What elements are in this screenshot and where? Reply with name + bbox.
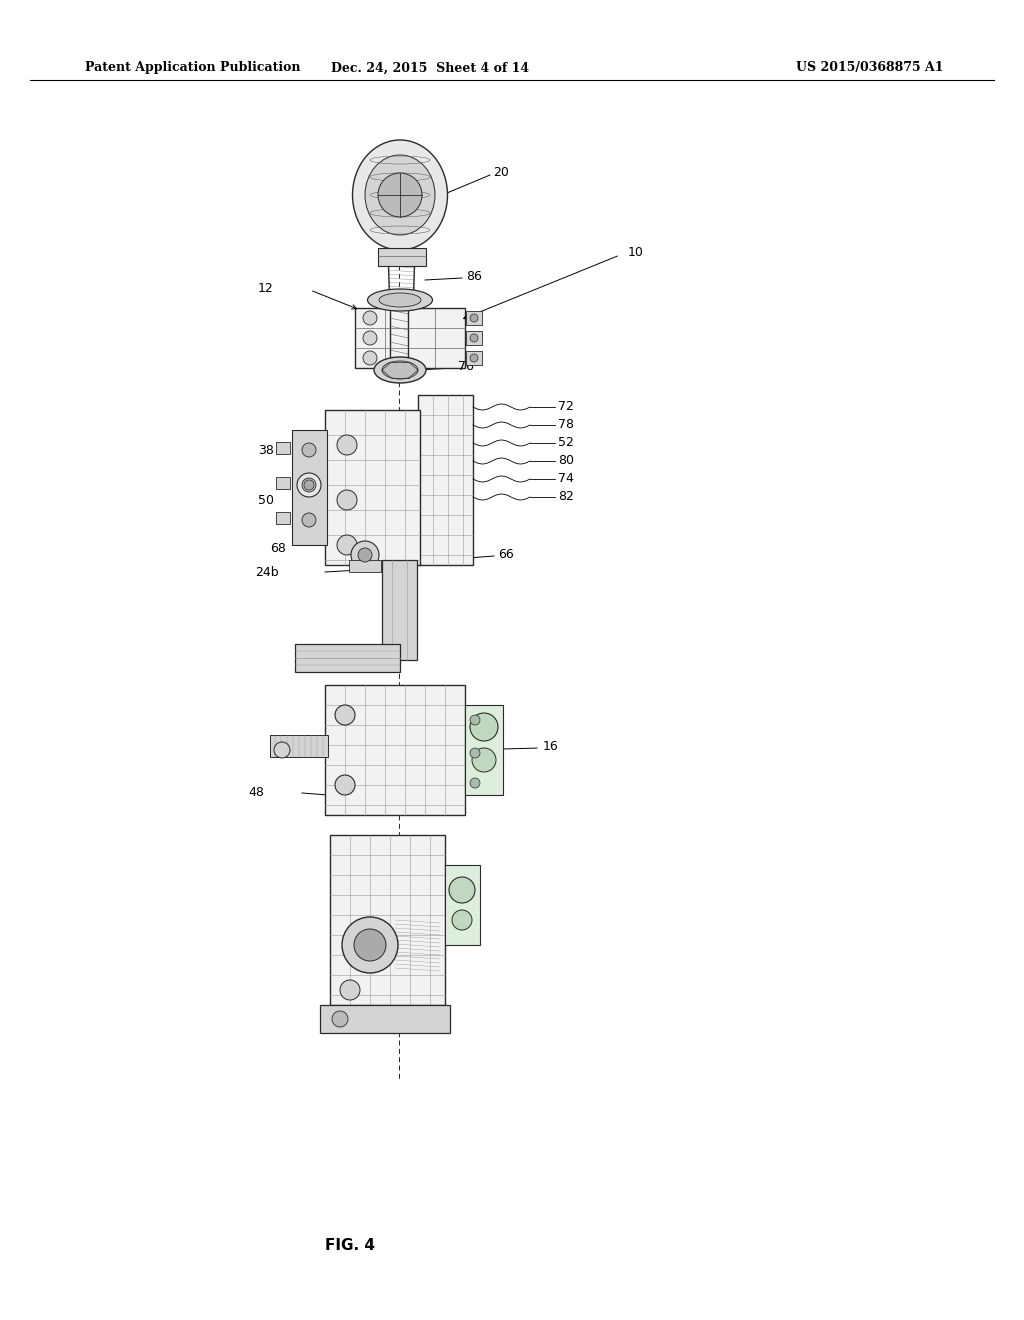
Bar — [466, 312, 482, 325]
Circle shape — [470, 748, 480, 758]
Circle shape — [302, 478, 316, 492]
Circle shape — [337, 436, 357, 455]
Circle shape — [335, 705, 355, 725]
Ellipse shape — [368, 289, 432, 312]
Bar — [382, 560, 417, 660]
Text: 74: 74 — [558, 473, 573, 486]
Bar — [466, 351, 482, 366]
Text: 10: 10 — [628, 246, 644, 259]
Text: FIG. 4: FIG. 4 — [325, 1238, 375, 1253]
Circle shape — [470, 354, 478, 362]
Circle shape — [274, 742, 290, 758]
Ellipse shape — [365, 154, 435, 235]
Bar — [418, 395, 473, 565]
Ellipse shape — [382, 360, 418, 379]
Circle shape — [470, 713, 498, 741]
Ellipse shape — [374, 356, 426, 383]
Circle shape — [470, 715, 480, 725]
Text: 78: 78 — [558, 418, 574, 432]
Text: 48: 48 — [248, 787, 264, 800]
Ellipse shape — [352, 140, 447, 249]
Bar — [325, 685, 465, 814]
Circle shape — [297, 473, 321, 498]
Text: 20: 20 — [493, 165, 509, 178]
Circle shape — [452, 909, 472, 931]
Bar — [445, 865, 480, 945]
Text: 68: 68 — [270, 541, 286, 554]
Bar — [465, 705, 503, 795]
Circle shape — [304, 480, 314, 490]
Text: Dec. 24, 2015  Sheet 4 of 14: Dec. 24, 2015 Sheet 4 of 14 — [331, 62, 529, 74]
Text: 72: 72 — [558, 400, 573, 413]
Text: 82: 82 — [558, 491, 573, 503]
Circle shape — [362, 351, 377, 366]
Circle shape — [362, 312, 377, 325]
Text: 16: 16 — [543, 739, 559, 752]
Bar — [349, 560, 381, 572]
Circle shape — [337, 490, 357, 510]
Bar — [276, 442, 290, 454]
Text: 66: 66 — [498, 548, 514, 561]
Text: 52: 52 — [558, 437, 573, 450]
Circle shape — [302, 513, 316, 527]
Circle shape — [362, 331, 377, 345]
Circle shape — [470, 314, 478, 322]
Circle shape — [470, 334, 478, 342]
Bar — [276, 512, 290, 524]
Bar — [276, 477, 290, 488]
Circle shape — [358, 548, 372, 562]
Circle shape — [354, 929, 386, 961]
Circle shape — [302, 444, 316, 457]
Bar — [325, 411, 420, 565]
Ellipse shape — [379, 293, 421, 308]
Circle shape — [378, 173, 422, 216]
Circle shape — [337, 535, 357, 554]
Bar — [295, 644, 400, 672]
Text: 76: 76 — [458, 359, 474, 372]
Bar — [466, 331, 482, 345]
Text: 24b: 24b — [255, 565, 279, 578]
Text: 80: 80 — [558, 454, 574, 467]
Circle shape — [342, 917, 398, 973]
Circle shape — [332, 1011, 348, 1027]
Circle shape — [335, 775, 355, 795]
Text: US 2015/0368875 A1: US 2015/0368875 A1 — [797, 62, 944, 74]
Bar — [330, 836, 445, 1005]
Bar — [378, 248, 426, 267]
Circle shape — [351, 541, 379, 569]
Text: 38: 38 — [258, 444, 273, 457]
Text: Patent Application Publication: Patent Application Publication — [85, 62, 300, 74]
Text: 50: 50 — [258, 494, 274, 507]
Circle shape — [340, 979, 360, 1001]
Bar — [355, 308, 465, 368]
Circle shape — [470, 777, 480, 788]
Text: 86: 86 — [466, 269, 482, 282]
Bar — [270, 735, 328, 756]
Bar — [292, 430, 327, 545]
Circle shape — [449, 876, 475, 903]
Bar — [319, 1005, 450, 1034]
Text: 12: 12 — [258, 281, 273, 294]
Circle shape — [472, 748, 496, 772]
